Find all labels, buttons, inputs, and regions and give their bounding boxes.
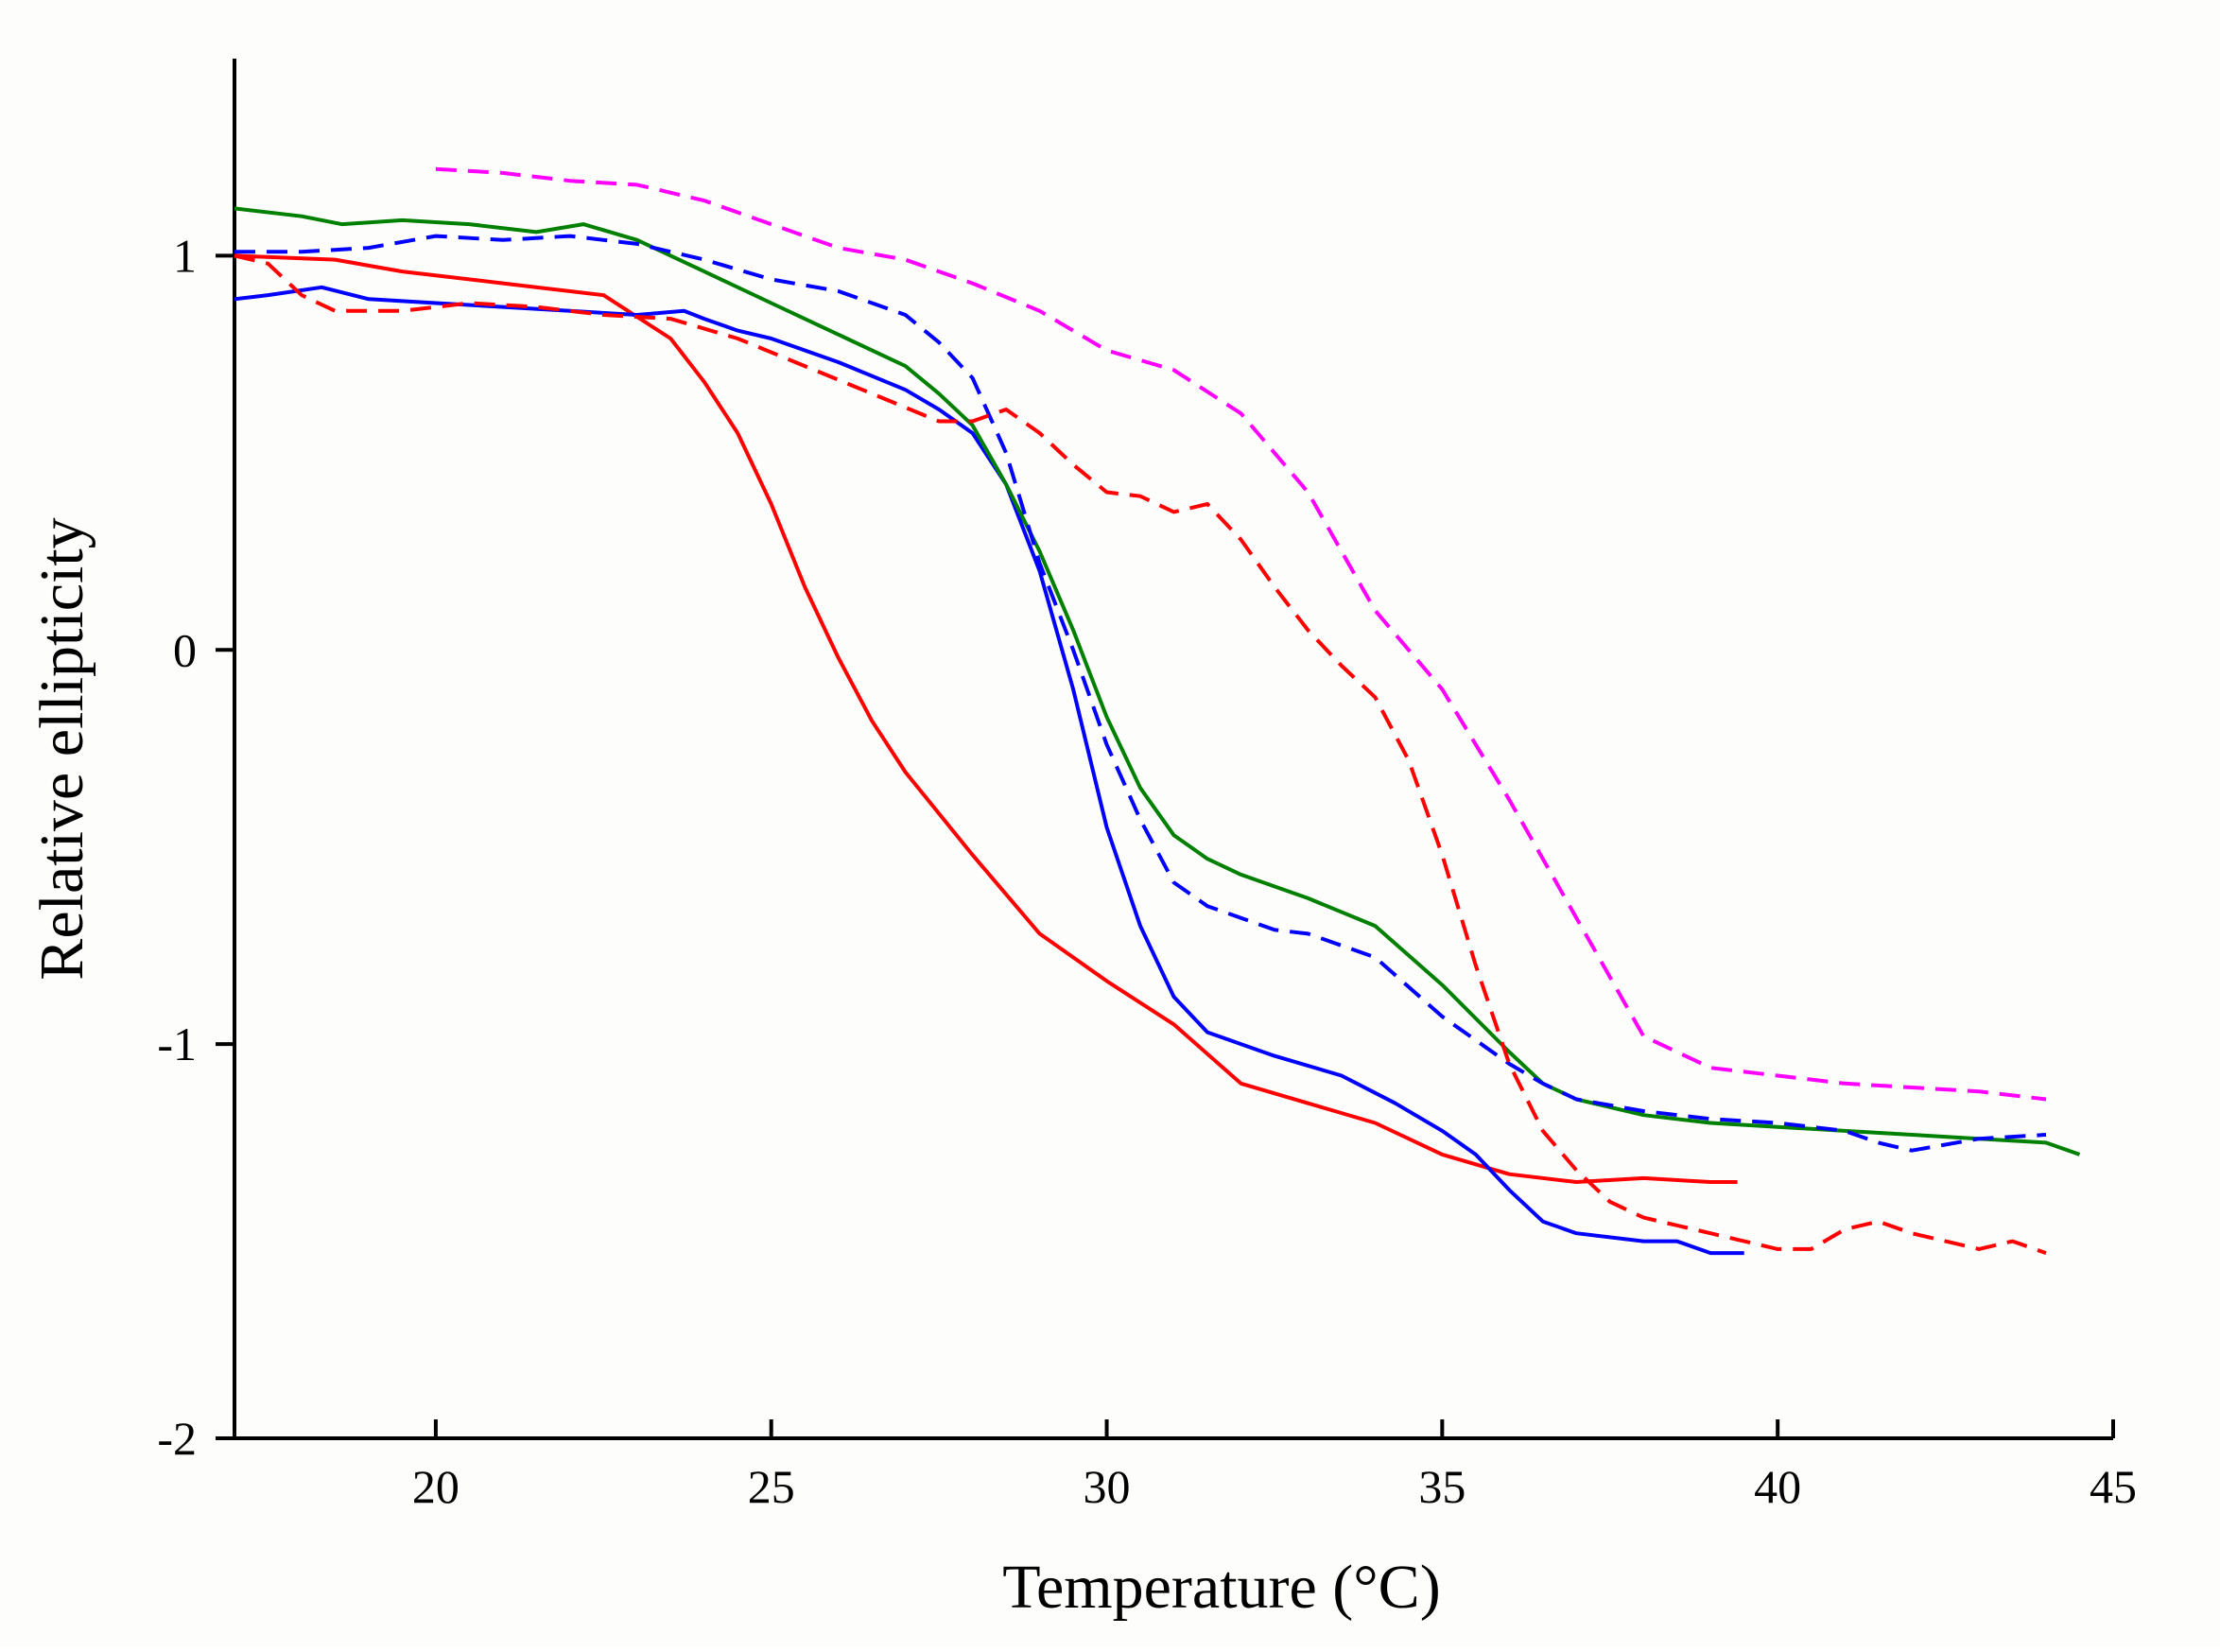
x-ticks: 20 25 30 35 40 45 [412,1419,2137,1513]
x-tick-label: 30 [1084,1460,1131,1513]
y-tick-label: -2 [157,1412,197,1465]
x-tick-label: 40 [1754,1460,1801,1513]
series-group [234,166,2081,1256]
x-tick-label: 35 [1418,1460,1466,1513]
series-line-magenta-dashed [435,166,2047,1102]
axes: 20 25 30 35 40 45 -2 -1 0 1 [157,59,2137,1513]
series-line-blue-solid [234,285,1744,1256]
y-ticks: -2 -1 0 1 [157,229,234,1465]
x-tick-label: 25 [748,1460,795,1513]
y-tick-label: 0 [173,623,197,676]
series-line-green-solid [234,206,2081,1156]
series-line-red-dashed [234,253,2047,1255]
x-axis-title: Temperature (°C) [1002,1553,1440,1622]
series-line-red-solid [234,253,1738,1184]
y-axis-title: Relative ellipticity [27,517,96,980]
x-tick-label: 45 [2090,1460,2137,1513]
y-tick-label: 1 [173,229,197,282]
series-line-blue-dashed [234,234,2047,1153]
x-tick-label: 20 [412,1460,460,1513]
y-tick-label: -1 [157,1017,197,1070]
